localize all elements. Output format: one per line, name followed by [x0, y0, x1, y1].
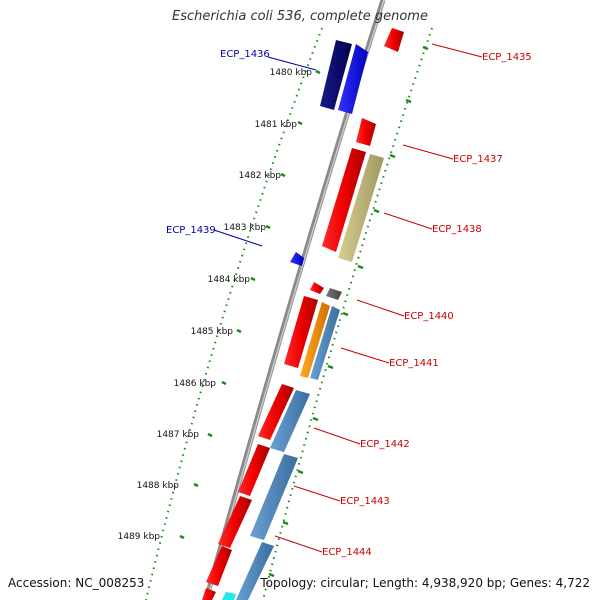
gene-feature-ecp1440b[interactable] [326, 288, 342, 300]
scale-label: 1487 kbp [157, 430, 200, 440]
scale-label: 1489 kbp [118, 532, 161, 542]
gene-feature-ecp1441b[interactable] [300, 302, 330, 378]
scale-label: 1486 kbp [174, 379, 217, 389]
gene-feature-ecp1441c[interactable] [310, 306, 340, 380]
gene-label-ecp1443[interactable]: ECP_1443 [340, 496, 390, 507]
gene-label-ecp1441[interactable]: ECP_1441 [389, 358, 439, 369]
gene-label-ecp1439[interactable]: ECP_1439 [166, 225, 216, 236]
gene-label-ecp1438[interactable]: ECP_1438 [432, 224, 482, 235]
gene-feature-ecp1439[interactable] [290, 252, 304, 266]
scale-label: 1485 kbp [191, 327, 234, 337]
gene-feature-ecp1441a[interactable] [284, 296, 318, 368]
gene-feature-bottom-cyan[interactable] [222, 592, 236, 600]
accession-text: Accession: NC_008253 [8, 576, 145, 590]
gene-label-ecp1435[interactable]: ECP_1435 [482, 52, 532, 63]
gene-feature-bottom-red[interactable] [202, 588, 216, 600]
gene-feature-ecp1442b[interactable] [270, 390, 310, 452]
scale-label: 1481 kbp [255, 120, 298, 130]
gene-label-ecp1442[interactable]: ECP_1442 [360, 439, 410, 450]
scale-track-right [262, 27, 433, 600]
gene-feature-ecp1440a[interactable] [310, 282, 324, 294]
scale-label: 1483 kbp [224, 223, 267, 233]
gene-label-ecp1440[interactable]: ECP_1440 [404, 311, 454, 322]
genome-summary-text: Topology: circular; Length: 4,938,920 bp… [260, 576, 590, 590]
scale-ticks-right [268, 45, 429, 578]
gene-feature-ecp1442a[interactable] [258, 384, 294, 440]
callout-lines [213, 43, 483, 553]
gene-feature-ecp1438[interactable] [338, 154, 384, 262]
gene-label-ecp1436[interactable]: ECP_1436 [220, 49, 270, 60]
gene-feature-ecp1437b[interactable] [322, 148, 366, 252]
scale-label: 1482 kbp [239, 171, 282, 181]
map-title: Escherichia coli 536, complete genome [172, 9, 428, 24]
gene-feature-ecp1444b[interactable] [206, 546, 232, 586]
scale-ticks-left [179, 69, 321, 540]
gene-feature-ecp1444c[interactable] [236, 542, 274, 600]
scale-label: 1480 kbp [270, 68, 313, 78]
gene-label-ecp1444[interactable]: ECP_1444 [322, 547, 372, 558]
gene-feature-ecp1443b[interactable] [250, 454, 298, 540]
gene-feature-ecp1443a[interactable] [238, 444, 270, 496]
scale-label: 1484 kbp [208, 275, 251, 285]
scale-label: 1488 kbp [137, 481, 180, 491]
gene-feature-ecp1437a[interactable] [356, 118, 376, 146]
gene-label-ecp1437[interactable]: ECP_1437 [453, 154, 503, 165]
gene-feature-ecp1444a[interactable] [218, 496, 252, 548]
gene-feature-ecp1436a[interactable] [320, 40, 352, 110]
gene-feature-ecp1435[interactable] [384, 28, 404, 52]
gene-feature-ecp1436b[interactable] [338, 44, 368, 114]
